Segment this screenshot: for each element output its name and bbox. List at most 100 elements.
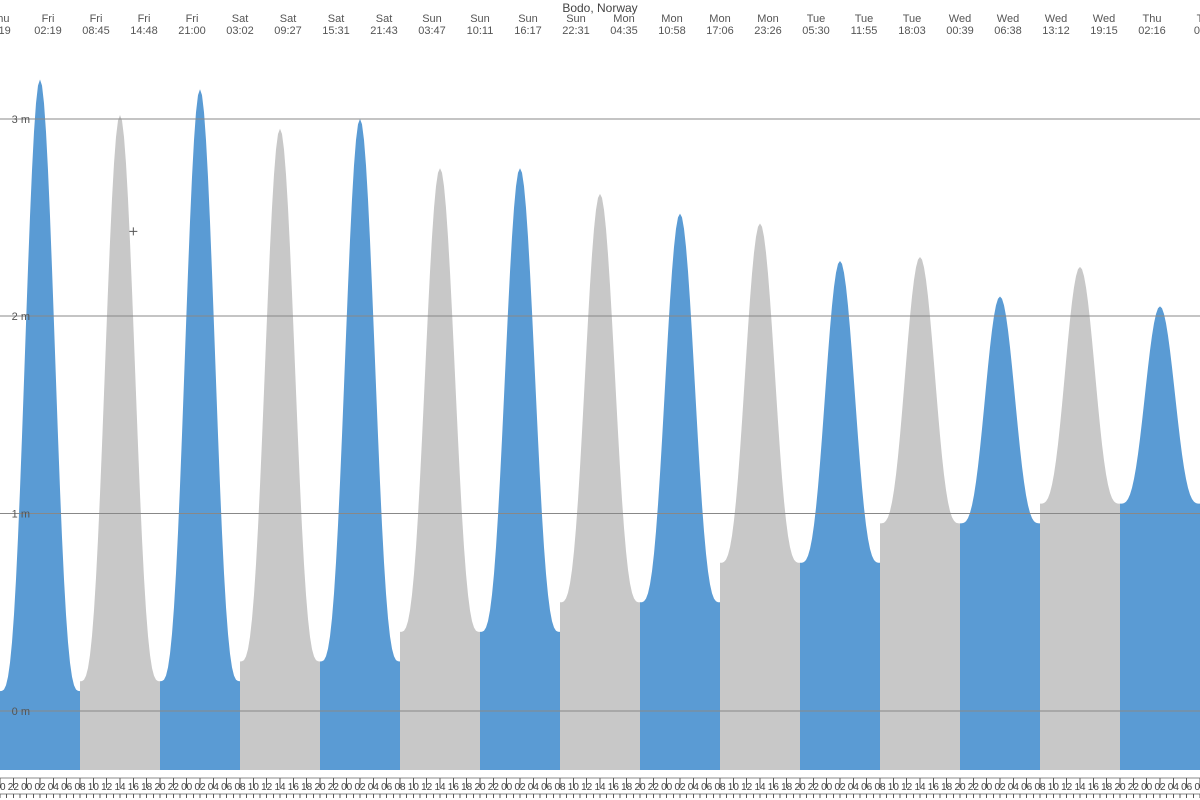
x-axis-label: 12: [741, 782, 753, 793]
x-axis-label: 16: [448, 782, 460, 793]
top-time-label: 13:12: [1042, 25, 1070, 37]
x-axis-label: 04: [48, 782, 60, 793]
top-time-label: 19:15: [1090, 25, 1118, 37]
x-axis-label: 14: [114, 782, 126, 793]
top-day-label: Mon: [613, 13, 634, 25]
top-time-label: 18:03: [898, 25, 926, 37]
top-time-label: 02:19: [34, 25, 62, 37]
top-time-label: 21:43: [370, 25, 398, 37]
top-time-label: 06:38: [994, 25, 1022, 37]
x-axis-label: 04: [208, 782, 220, 793]
x-axis-label: 02: [34, 782, 46, 793]
x-axis-label: 04: [688, 782, 700, 793]
x-axis-label: 02: [514, 782, 526, 793]
x-axis-label: 02: [994, 782, 1006, 793]
top-day-label: Fri: [90, 13, 103, 25]
top-day-label: Tue: [855, 13, 874, 25]
top-time-label: 0:19: [0, 25, 11, 37]
x-axis-label: 20: [314, 782, 326, 793]
top-day-label: Thu: [1143, 13, 1162, 25]
x-axis-label: 12: [261, 782, 273, 793]
x-axis-label: 00: [661, 782, 673, 793]
top-time-label: 02:16: [1138, 25, 1166, 37]
top-time-label: 10:58: [658, 25, 686, 37]
x-axis-label: 20: [794, 782, 806, 793]
top-time-label: 17:06: [706, 25, 734, 37]
x-axis-label: 10: [408, 782, 420, 793]
x-axis-label: 00: [501, 782, 513, 793]
top-day-label: Sun: [518, 13, 538, 25]
x-axis-label: 02: [834, 782, 846, 793]
x-axis-label: 00: [21, 782, 33, 793]
x-axis-label: 08: [874, 782, 886, 793]
x-axis-label: 00: [821, 782, 833, 793]
x-axis-label: 22: [648, 782, 660, 793]
top-time-label: 22:31: [562, 25, 590, 37]
top-day-label: Sun: [566, 13, 586, 25]
chart-svg: Bodo, NorwayThu0:19Fri02:19Fri08:45Fri14…: [0, 0, 1200, 800]
top-day-label: Wed: [949, 13, 971, 25]
top-day-label: Sat: [376, 13, 393, 25]
x-axis-label: 08: [554, 782, 566, 793]
top-time-label: 15:31: [322, 25, 350, 37]
x-axis-label: 20: [154, 782, 166, 793]
top-time-label: 23:26: [754, 25, 782, 37]
top-time-label: 14:48: [130, 25, 158, 37]
x-axis-label: 06: [1021, 782, 1033, 793]
x-axis-label: 10: [248, 782, 260, 793]
x-axis-label: 08: [714, 782, 726, 793]
x-axis-label: 22: [168, 782, 180, 793]
x-axis-label: 02: [194, 782, 206, 793]
top-day-label: Wed: [997, 13, 1019, 25]
top-day-label: Thu: [0, 13, 9, 25]
top-day-label: Fri: [186, 13, 199, 25]
top-day-label: Fri: [42, 13, 55, 25]
x-axis-label: 18: [1101, 782, 1113, 793]
top-time-label: 04:35: [610, 25, 638, 37]
x-axis-label: 16: [128, 782, 140, 793]
y-axis-label: 0 m: [12, 706, 30, 718]
x-axis-label: 20: [1114, 782, 1126, 793]
top-time-label: 08:45: [82, 25, 110, 37]
x-axis-label: 08: [1034, 782, 1046, 793]
x-axis-label: 14: [1074, 782, 1086, 793]
y-axis-label: 2 m: [12, 311, 30, 323]
top-day-label: T: [1197, 13, 1200, 25]
x-axis-label: 12: [101, 782, 113, 793]
top-day-label: Mon: [757, 13, 778, 25]
top-time-label: 16:17: [514, 25, 542, 37]
x-axis-label: 10: [568, 782, 580, 793]
x-axis-label: 22: [968, 782, 980, 793]
x-axis-label: 04: [528, 782, 540, 793]
x-axis-label: 18: [141, 782, 153, 793]
x-axis-label: 02: [1154, 782, 1166, 793]
x-axis-label: 20: [0, 782, 6, 793]
x-axis-label: 00: [981, 782, 993, 793]
x-axis-label: 10: [1048, 782, 1060, 793]
x-axis-label: 16: [928, 782, 940, 793]
x-axis-label: 22: [328, 782, 340, 793]
x-axis-label: 18: [781, 782, 793, 793]
x-axis-label: 14: [914, 782, 926, 793]
x-axis-label: 14: [274, 782, 286, 793]
top-time-label: 09:27: [274, 25, 302, 37]
x-axis-label: 22: [1128, 782, 1140, 793]
x-axis-label: 14: [434, 782, 446, 793]
top-day-label: Sun: [422, 13, 442, 25]
top-time-label: 00:39: [946, 25, 974, 37]
x-axis-label: 04: [1168, 782, 1180, 793]
y-axis-label: 3 m: [12, 114, 30, 126]
x-axis-label: 00: [1141, 782, 1153, 793]
tide-chart: Bodo, NorwayThu0:19Fri02:19Fri08:45Fri14…: [0, 0, 1200, 800]
x-axis-label: 12: [901, 782, 913, 793]
x-axis-label: 22: [488, 782, 500, 793]
top-day-label: Sat: [280, 13, 297, 25]
top-day-label: Fri: [138, 13, 151, 25]
x-axis-label: 18: [461, 782, 473, 793]
x-axis-label: 06: [221, 782, 233, 793]
top-day-label: Mon: [709, 13, 730, 25]
top-time-label: 05:30: [802, 25, 830, 37]
x-axis-label: 10: [88, 782, 100, 793]
top-day-label: Wed: [1093, 13, 1115, 25]
x-axis-label: 08: [234, 782, 246, 793]
